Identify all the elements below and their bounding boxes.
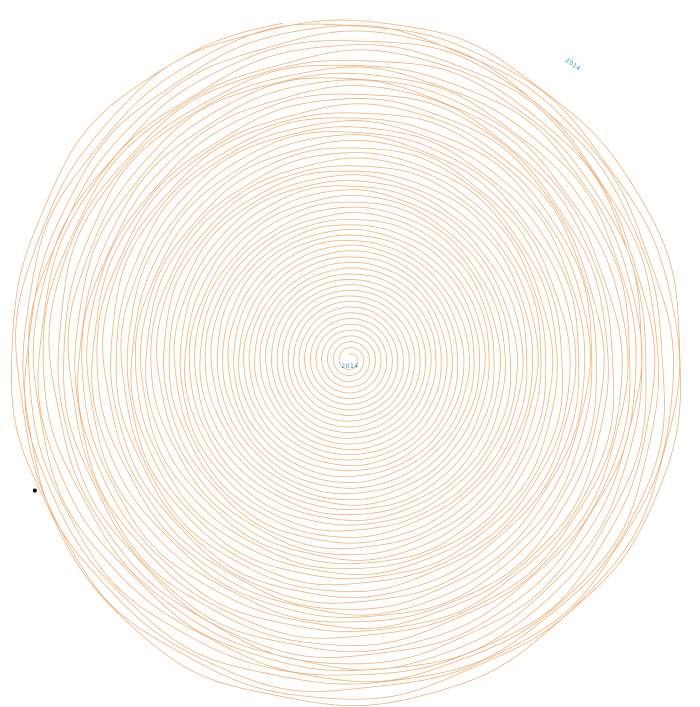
spiral-line: [11, 19, 681, 707]
start-year-label: 2014: [341, 363, 358, 370]
end-marker: [32, 488, 37, 493]
end-year-label: 2014: [564, 57, 582, 73]
